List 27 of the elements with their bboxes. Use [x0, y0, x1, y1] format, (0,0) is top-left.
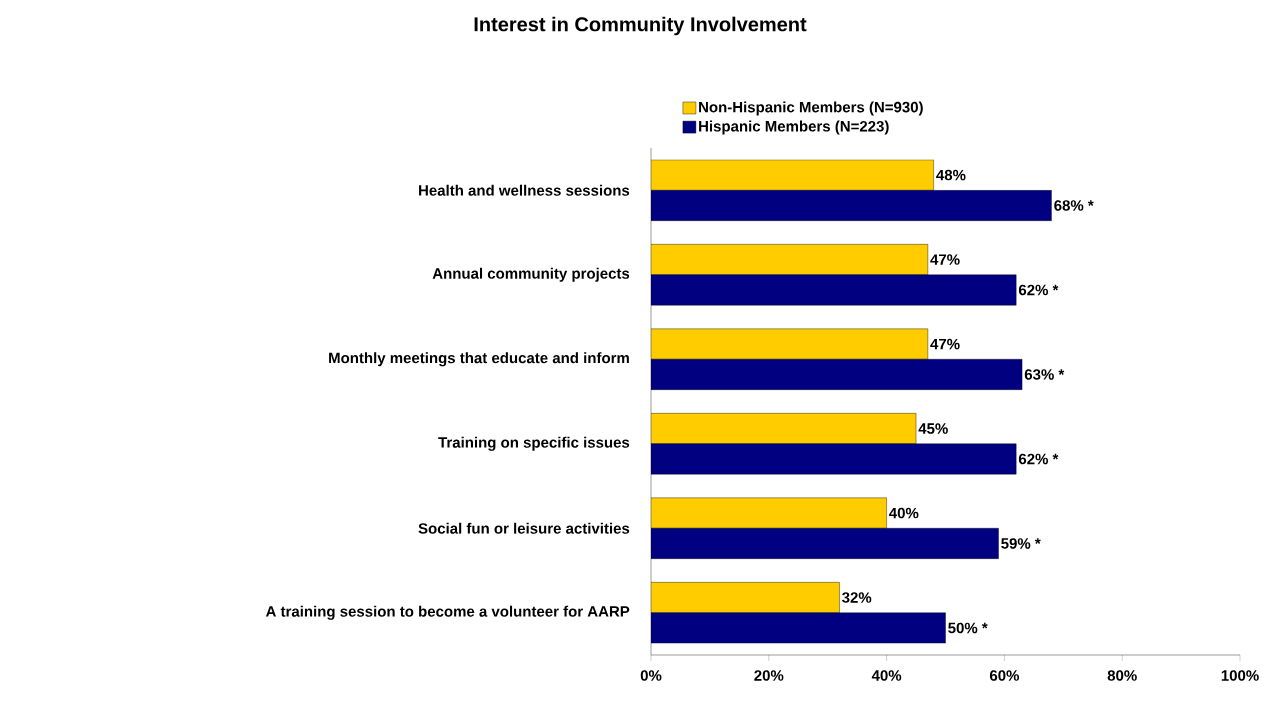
data-label: 50% * [948, 622, 988, 634]
x-tick-label: 0% [640, 670, 662, 681]
x-tick-label: 80% [1107, 670, 1137, 681]
data-label: 62% * [1018, 453, 1059, 465]
y-tick-label: Annual community projects [432, 267, 630, 282]
data-label: 47% [930, 254, 960, 265]
data-label: 63% * [1024, 369, 1065, 380]
x-tick-label: 60% [989, 670, 1020, 681]
legend-label: Hispanic Members (N=223) [699, 120, 889, 135]
x-tick-label: 100% [1221, 670, 1259, 681]
y-tick-label: A training session to become a volunteer for AARP [265, 605, 630, 620]
data-label: 40% [889, 507, 919, 519]
y-tick-label: Social fun or leisure activities [418, 522, 630, 534]
data-label: 45% [918, 423, 948, 434]
y-tick-label: Monthly meetings that educate and inform [329, 352, 629, 367]
y-tick-label: Training on specific issues [438, 436, 630, 451]
data-label: 32% [842, 592, 872, 603]
data-label: 48% [936, 169, 966, 181]
y-tick-label: Health and wellness sessions [419, 184, 630, 196]
x-tick-label: 20% [754, 670, 784, 681]
data-label: 59% * [1001, 538, 1041, 549]
legend-label: Non-Hispanic Members (N=930) [699, 101, 923, 116]
x-tick-label: 40% [871, 670, 902, 681]
data-label: 62% * [1018, 284, 1059, 296]
data-label: 68% * [1054, 200, 1094, 211]
data-label: 47% [930, 338, 960, 350]
chart-title: Interest in Community Involvement [474, 16, 807, 36]
